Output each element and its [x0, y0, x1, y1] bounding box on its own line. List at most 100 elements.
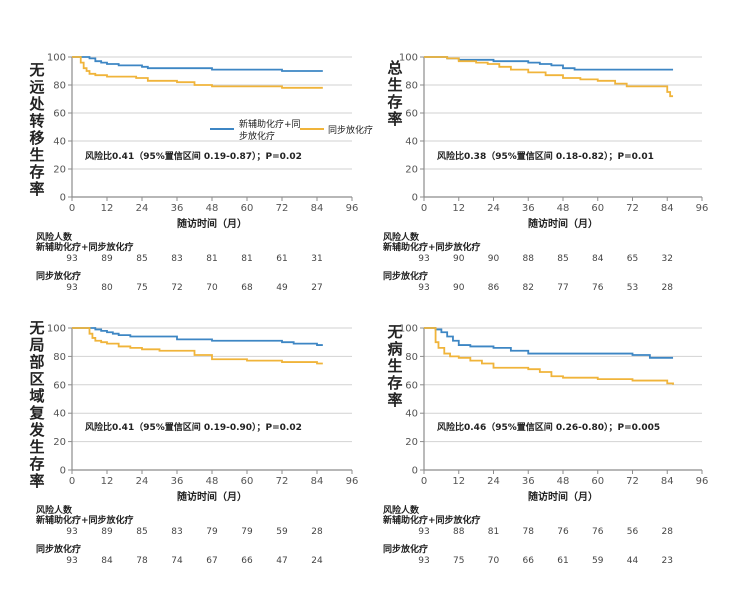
x-tick-label: 0 [421, 476, 427, 487]
risk-count: 79 [241, 527, 253, 537]
risk-row-label: 同步放化疗 [36, 545, 82, 555]
x-tick-label: 12 [452, 476, 465, 487]
risk-count: 83 [171, 254, 183, 264]
title-char: 无 [387, 323, 403, 341]
risk-row-label: 新辅助化疗+同步放化疗 [36, 516, 134, 526]
y-tick-label: 80 [405, 352, 418, 363]
x-tick-label: 0 [69, 476, 75, 487]
panel3-title: 无局部区域复发生存率 [26, 320, 48, 490]
y-tick-label: 0 [412, 193, 418, 204]
hazard-ratio-annotation: 风险比0.41（95%置信区间 0.19-0.87）；P=0.02 [85, 150, 302, 162]
risk-count: 90 [453, 254, 465, 264]
risk-count: 56 [626, 527, 639, 537]
y-tick-label: 100 [47, 324, 66, 335]
risk-count: 27 [311, 283, 323, 293]
risk-count: 61 [557, 556, 569, 566]
series-line-1 [72, 327, 323, 346]
risk-count: 78 [522, 527, 534, 537]
risk-count: 85 [557, 254, 569, 264]
series-line-1 [424, 56, 674, 71]
title-char: 率 [387, 110, 403, 128]
risk-count: 81 [487, 527, 500, 537]
x-tick-label: 48 [557, 476, 570, 487]
title-char: 病 [387, 340, 403, 358]
title-char: 存 [29, 163, 45, 181]
risk-count: 83 [171, 527, 183, 537]
risk-count: 75 [136, 283, 148, 293]
risk-count: 28 [661, 283, 673, 293]
risk-count: 86 [487, 283, 500, 293]
risk-count: 82 [522, 283, 534, 293]
risk-row-label: 新辅助化疗+同步放化疗 [36, 243, 134, 253]
risk-count: 53 [626, 283, 639, 293]
x-tick-label: 48 [206, 203, 219, 214]
x-axis-label: 随访时间（月） [177, 490, 247, 503]
series-line-2 [72, 327, 323, 365]
risk-row-label: 同步放化疗 [36, 272, 82, 282]
y-tick-label: 60 [405, 380, 418, 391]
x-tick-label: 12 [101, 203, 114, 214]
risk-count: 93 [418, 527, 430, 537]
risk-count: 23 [661, 556, 673, 566]
hazard-ratio-annotation: 风险比0.41（95%置信区间 0.19-0.90）；P=0.02 [85, 421, 302, 433]
risk-count: 93 [66, 254, 78, 264]
risk-row-label: 新辅助化疗+同步放化疗 [383, 243, 481, 253]
series-line-2 [424, 56, 674, 98]
title-char: 部 [29, 353, 45, 371]
risk-count: 78 [136, 556, 148, 566]
x-tick-label: 72 [626, 203, 639, 214]
risk-count: 59 [592, 556, 604, 566]
title-char: 移 [29, 129, 45, 147]
risk-count: 93 [418, 254, 430, 264]
risk-header: 风险人数 [36, 233, 73, 243]
risk-row-label: 新辅助化疗+同步放化疗 [383, 516, 481, 526]
risk-count: 31 [311, 254, 323, 264]
y-tick-label: 0 [412, 466, 418, 477]
risk-header: 风险人数 [383, 233, 420, 243]
risk-count: 32 [661, 254, 673, 264]
x-tick-label: 36 [171, 476, 184, 487]
y-tick-label: 20 [53, 165, 66, 176]
risk-count: 74 [171, 556, 183, 566]
y-tick-label: 40 [405, 409, 418, 420]
risk-count: 65 [626, 254, 639, 264]
series-line-2 [72, 56, 323, 89]
risk-count: 70 [206, 283, 218, 293]
risk-count: 76 [557, 527, 569, 537]
x-tick-label: 24 [487, 203, 500, 214]
risk-count: 90 [487, 254, 500, 264]
risk-count: 90 [453, 283, 465, 293]
series-line-1 [72, 56, 323, 72]
y-tick-label: 100 [47, 53, 66, 64]
risk-count: 68 [241, 283, 253, 293]
y-tick-label: 20 [405, 437, 418, 448]
title-char: 域 [29, 387, 45, 405]
hazard-ratio-annotation: 风险比0.38（95%置信区间 0.18-0.82）；P=0.01 [437, 150, 654, 162]
risk-count: 93 [418, 556, 430, 566]
risk-count: 89 [101, 527, 113, 537]
risk-count: 84 [592, 254, 604, 264]
y-tick-label: 60 [405, 109, 418, 120]
title-char: 无 [29, 61, 45, 79]
x-axis-label: 随访时间（月） [528, 217, 598, 230]
panel2-title: 总生存率 [384, 60, 406, 128]
risk-count: 81 [241, 254, 253, 264]
title-char: 复 [29, 404, 45, 422]
x-tick-label: 24 [136, 476, 149, 487]
risk-count: 76 [592, 283, 604, 293]
y-tick-label: 20 [405, 165, 418, 176]
x-tick-label: 60 [241, 203, 254, 214]
legend-swatch-series2 [300, 128, 324, 130]
risk-count: 89 [101, 254, 113, 264]
title-char: 生 [29, 146, 45, 164]
risk-count: 72 [171, 283, 183, 293]
risk-count: 93 [418, 283, 430, 293]
risk-count: 93 [66, 527, 78, 537]
title-char: 生 [387, 76, 403, 94]
y-tick-label: 40 [405, 137, 418, 148]
x-tick-label: 60 [241, 476, 254, 487]
title-char: 远 [29, 78, 45, 96]
title-char: 率 [29, 180, 45, 198]
risk-count: 75 [453, 556, 465, 566]
x-tick-label: 24 [487, 476, 500, 487]
